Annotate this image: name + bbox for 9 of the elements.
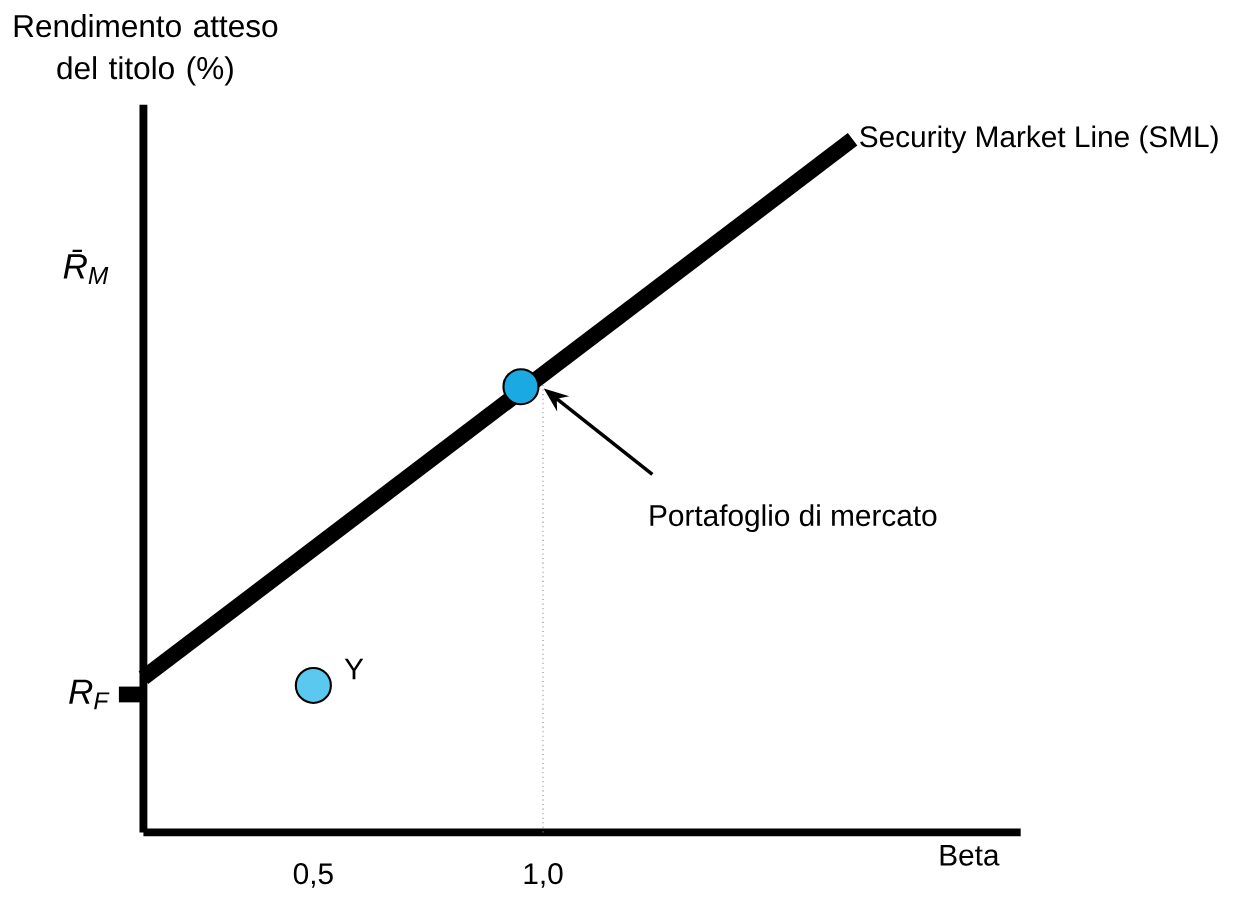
series-label: Security Market Line (SML) (860, 125, 1218, 154)
y-axis-title: Rendimento atteso del titolo (%) (14, 14, 278, 86)
x-tick-label: 1,0 (524, 863, 563, 888)
x-tick-label: 0,5 (293, 863, 333, 888)
legend-label: Y (344, 658, 364, 680)
text: R̄$_{M}$ (63, 249, 109, 284)
text: R$_{F}$ (69, 679, 110, 710)
annotation: Portafoglio di mercato (650, 504, 937, 532)
x-axis-title: Beta (940, 844, 1000, 866)
